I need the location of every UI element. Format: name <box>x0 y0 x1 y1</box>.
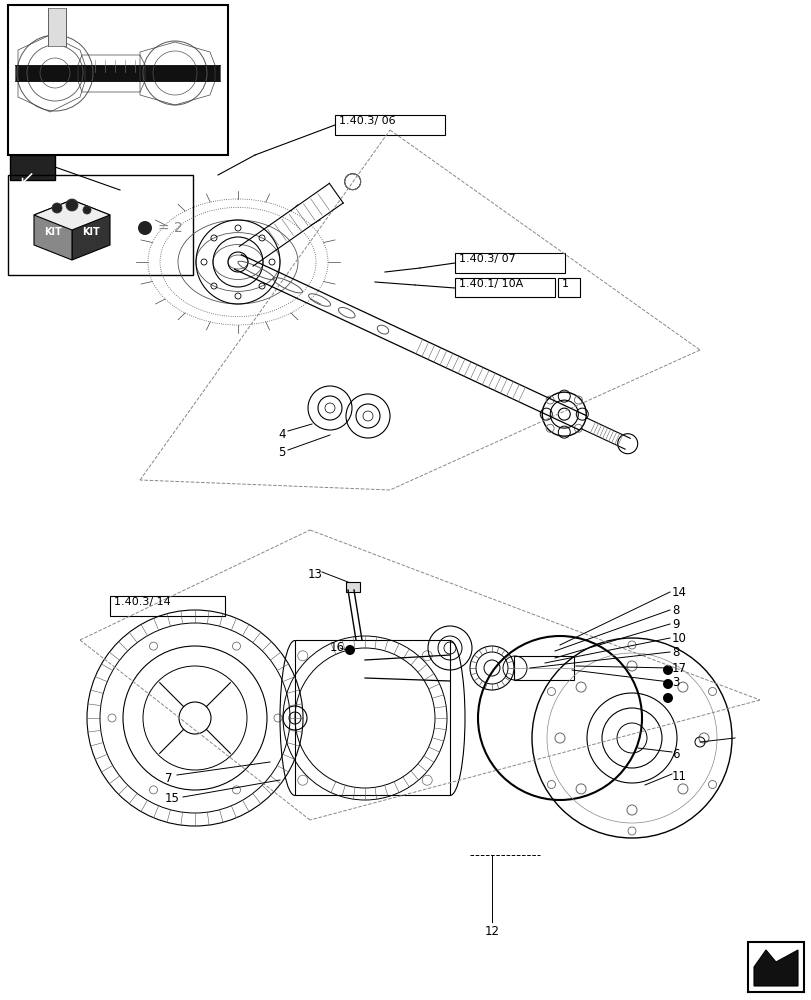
Text: 10: 10 <box>672 632 686 645</box>
Text: 1.40.3/ 06: 1.40.3/ 06 <box>338 116 395 126</box>
Circle shape <box>83 206 91 214</box>
Bar <box>294 640 449 795</box>
Text: 14: 14 <box>672 586 686 599</box>
Circle shape <box>663 665 672 675</box>
Polygon shape <box>753 950 797 986</box>
Bar <box>454 253 564 273</box>
Text: 5: 5 <box>277 446 285 459</box>
Text: 11: 11 <box>672 770 686 783</box>
Bar <box>513 656 573 680</box>
Text: 4: 4 <box>277 428 285 441</box>
Text: KIT: KIT <box>82 227 100 237</box>
Circle shape <box>52 203 62 213</box>
Bar <box>48 8 66 46</box>
Text: 12: 12 <box>484 925 499 938</box>
Text: 1: 1 <box>561 279 569 289</box>
Polygon shape <box>34 200 72 260</box>
Bar <box>8 175 193 275</box>
Text: = 2: = 2 <box>158 221 182 235</box>
Bar <box>747 942 803 992</box>
Text: 15: 15 <box>165 792 180 805</box>
Text: ↙: ↙ <box>18 168 34 187</box>
Bar <box>15 65 220 81</box>
Polygon shape <box>34 200 109 230</box>
Text: 3: 3 <box>672 676 679 689</box>
Text: 8: 8 <box>672 604 679 617</box>
Polygon shape <box>72 200 109 260</box>
Bar <box>557 278 579 297</box>
Bar <box>109 596 225 616</box>
Circle shape <box>663 679 672 689</box>
Text: 13: 13 <box>307 568 323 581</box>
Bar <box>8 5 228 155</box>
Text: 7: 7 <box>165 772 172 785</box>
Circle shape <box>345 645 354 655</box>
Text: 1.40.3/ 07: 1.40.3/ 07 <box>458 254 515 264</box>
Bar <box>10 155 55 180</box>
Text: 8: 8 <box>672 646 679 659</box>
Bar <box>454 278 554 297</box>
Circle shape <box>663 693 672 703</box>
Circle shape <box>66 199 78 211</box>
Bar <box>335 115 444 135</box>
Text: 9: 9 <box>672 618 679 631</box>
Text: KIT: KIT <box>44 227 62 237</box>
Text: 6: 6 <box>672 748 679 761</box>
Text: 16: 16 <box>329 641 345 654</box>
Text: 1.40.3/ 14: 1.40.3/ 14 <box>114 597 170 607</box>
Bar <box>345 582 359 592</box>
Circle shape <box>138 221 152 235</box>
Text: 17: 17 <box>672 662 686 675</box>
Text: 1.40.1/ 10A: 1.40.1/ 10A <box>458 279 522 289</box>
